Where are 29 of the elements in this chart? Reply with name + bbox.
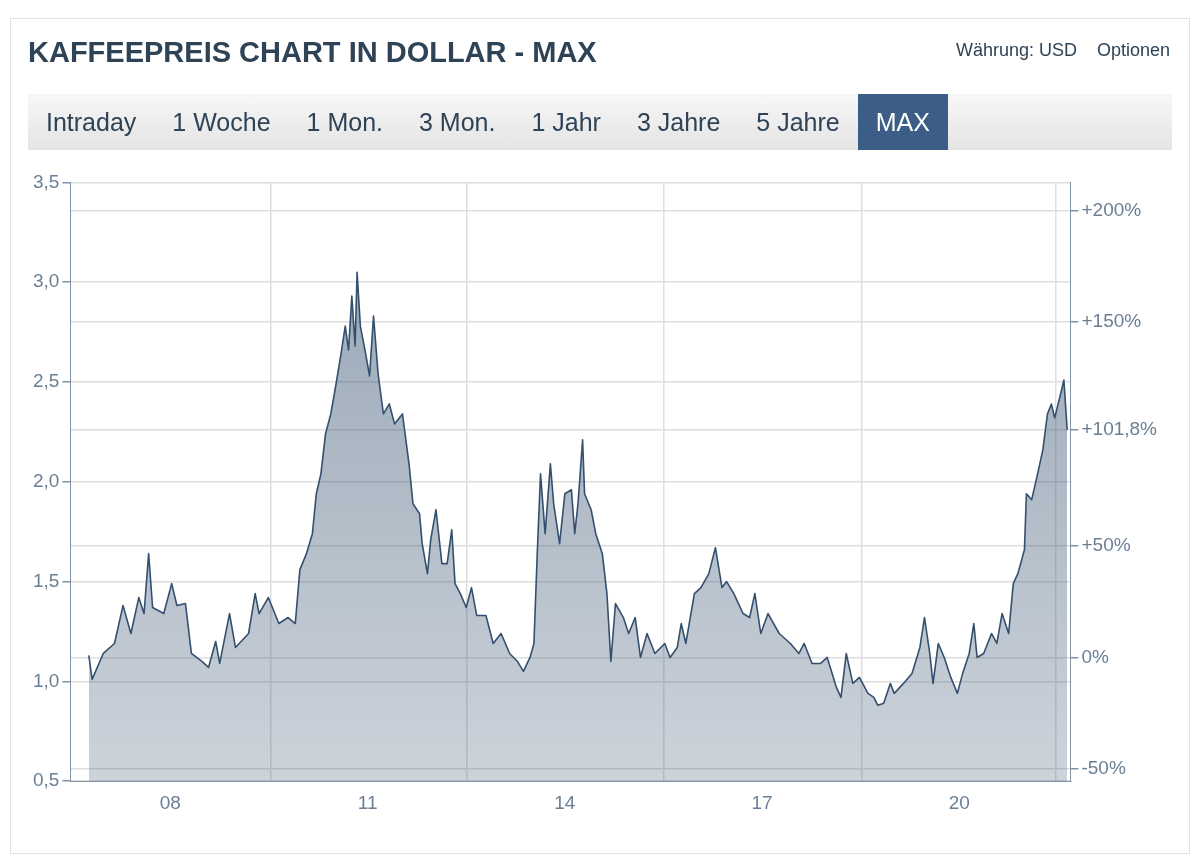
y2-tick-label: +150% [1081,310,1142,332]
y-tick-label: 0,5 [32,769,60,791]
y-tick-label: 2,5 [32,370,60,392]
text: MAX [857,94,948,150]
y2-tick-label: -50% [1081,757,1126,779]
y-tick-label: 1,0 [32,669,60,691]
x-tick-label: 14 [554,791,576,813]
y-tick-label: 3,5 [32,170,60,192]
y-tick-label: 1,5 [32,569,60,591]
y-tick-label: 3,0 [32,270,60,292]
y2-tick-label: +50% [1081,533,1131,555]
x-tick-label: 08 [159,791,181,813]
text: Optionen [1096,40,1170,61]
x-tick-label: 11 [357,791,378,813]
text: 1 Mon. [305,107,384,138]
text: Intraday [45,107,138,138]
y2-tick-label: +101,8% [1081,418,1158,440]
y2-tick-label: +200% [1081,198,1142,220]
text: 1 Jahr [530,107,602,138]
y2-tick-label: 0% [1081,645,1110,667]
text: 3 Mon. [418,107,497,138]
text: 3 Jahre [635,107,722,138]
x-tick-label: 20 [948,791,970,813]
text: 5 Jahre [755,107,841,138]
chart-title: KAFFEEPREIS CHART IN DOLLAR - MAX [28,36,597,69]
y-tick-label: 2,0 [32,470,60,492]
text: 1 Woche [171,107,272,138]
x-tick-label: 17 [751,791,773,813]
text: Währung: USD [955,40,1077,61]
